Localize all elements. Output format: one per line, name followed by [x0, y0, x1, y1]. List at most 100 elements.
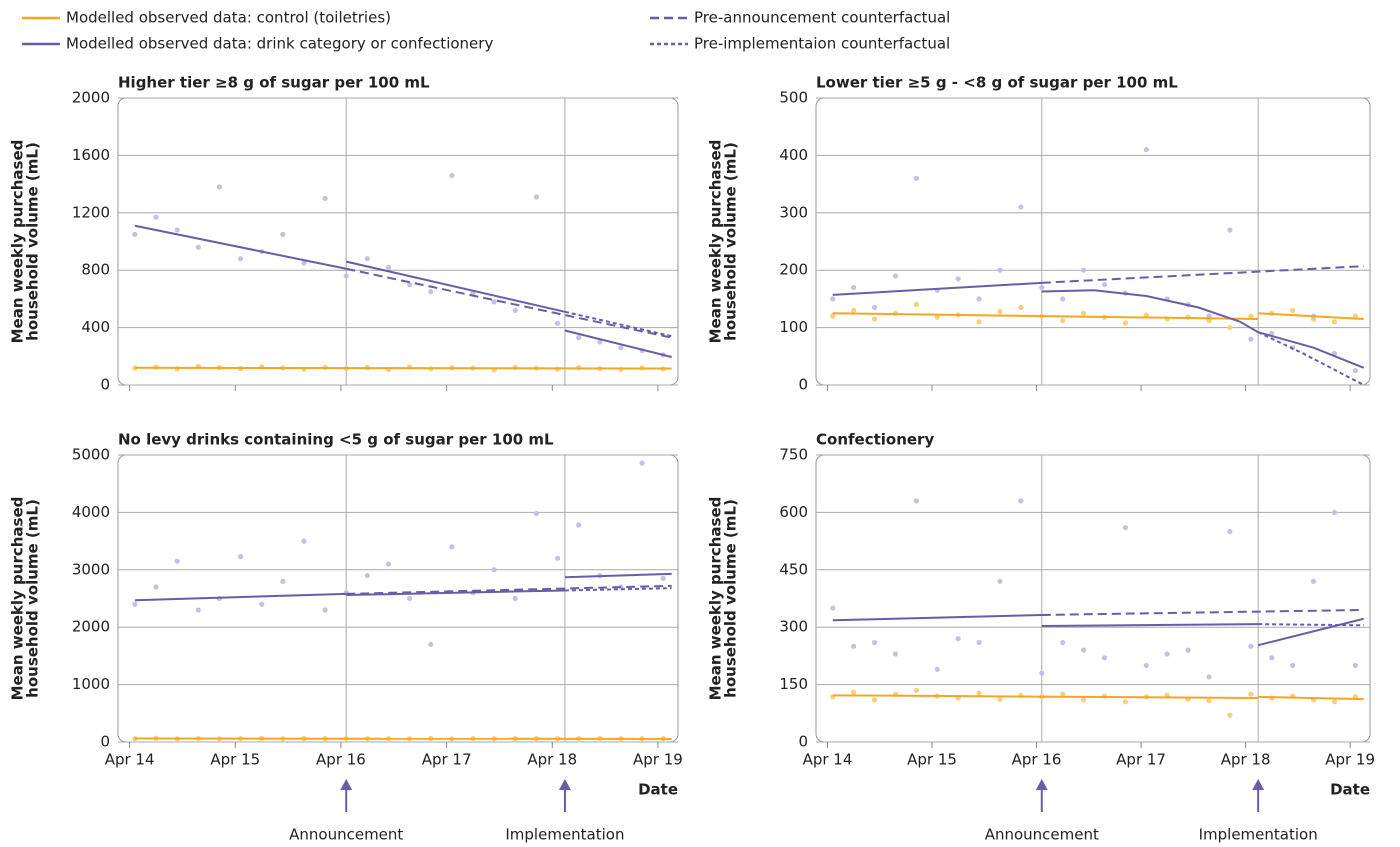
- x-tick-label: Apr 16: [316, 751, 366, 769]
- data-point: [1080, 310, 1087, 316]
- x-tick-label: Apr 19: [1325, 751, 1375, 769]
- data-point: [1018, 204, 1024, 210]
- chart-title: No levy drinks containing <5 g of sugar …: [118, 431, 554, 449]
- data-point: [955, 636, 961, 642]
- y-tick-label: 2000: [72, 89, 110, 107]
- y-tick-label: 100: [779, 318, 808, 336]
- data-point: [1143, 312, 1149, 318]
- y-tick-label: 1000: [72, 675, 110, 693]
- data-point: [301, 260, 307, 266]
- data-point: [280, 578, 286, 584]
- data-point: [1122, 525, 1129, 531]
- model-line: [564, 587, 672, 592]
- data-point: [997, 578, 1003, 584]
- data-point: [871, 316, 878, 322]
- data-point: [1331, 699, 1338, 705]
- data-point: [639, 460, 645, 466]
- y-axis-label: Mean weekly purchased: [707, 497, 725, 701]
- model-line: [832, 281, 1042, 296]
- y-tick-label: 750: [779, 446, 808, 464]
- data-point: [385, 561, 392, 567]
- x-tick-label: Apr 18: [527, 751, 577, 769]
- model-line: [832, 613, 1042, 622]
- data-point: [892, 273, 899, 279]
- data-point: [913, 302, 919, 308]
- data-point: [1206, 318, 1212, 324]
- annotation: Announcement: [985, 826, 1099, 844]
- model-line: [134, 366, 672, 370]
- y-tick-label: 400: [779, 146, 808, 164]
- x-tick-label: Apr 14: [105, 751, 155, 769]
- data-point: [533, 510, 540, 517]
- data-point: [1352, 368, 1358, 374]
- y-axis-label: household volume (mL): [24, 499, 42, 698]
- x-tick-label: Apr 15: [907, 751, 957, 769]
- plot-area: [815, 97, 1371, 386]
- y-tick-label: 1600: [72, 146, 110, 164]
- data-point: [851, 284, 857, 291]
- y-axis-label: Mean weekly purchased: [9, 140, 27, 344]
- y-tick-label: 1200: [72, 203, 110, 221]
- model-line: [832, 312, 1259, 320]
- data-point: [1331, 319, 1338, 325]
- data-point: [237, 553, 244, 560]
- data-point: [153, 584, 159, 590]
- legend-label: Pre-implementaion counterfactual: [694, 35, 950, 53]
- data-point: [195, 244, 201, 250]
- data-point: [976, 690, 982, 696]
- data-point: [1269, 655, 1275, 661]
- data-point: [976, 319, 982, 325]
- data-point: [1248, 336, 1254, 342]
- x-tick-label: Apr 16: [1012, 751, 1062, 769]
- data-point: [1080, 267, 1087, 273]
- data-point: [301, 538, 307, 544]
- model-line: [134, 592, 347, 602]
- data-point: [976, 296, 982, 302]
- y-axis-label: household volume (mL): [722, 142, 740, 341]
- data-point: [132, 231, 138, 237]
- data-point: [830, 296, 836, 302]
- data-point: [1310, 578, 1317, 584]
- data-point: [1352, 313, 1358, 319]
- data-point: [934, 666, 940, 672]
- data-point: [1248, 691, 1254, 697]
- data-point: [1039, 284, 1045, 291]
- data-point: [1164, 651, 1170, 657]
- model-line: [832, 694, 1259, 699]
- y-tick-label: 150: [779, 675, 808, 693]
- x-tick-label: Apr 18: [1221, 751, 1271, 769]
- data-point: [491, 567, 497, 573]
- legend-label: Modelled observed data: drink category o…: [66, 35, 493, 53]
- data-point: [871, 697, 878, 703]
- legend-label: Modelled observed data: control (toiletr…: [66, 9, 391, 27]
- data-point: [216, 184, 223, 190]
- model-line: [346, 589, 565, 597]
- data-point: [512, 595, 518, 602]
- model-line: [1041, 289, 1259, 334]
- data-point: [1018, 304, 1024, 311]
- data-point: [1060, 318, 1066, 324]
- model-line: [564, 329, 672, 358]
- data-point: [554, 320, 561, 326]
- data-point: [1206, 698, 1212, 704]
- plot-area: [815, 454, 1371, 743]
- data-point: [280, 231, 286, 237]
- data-point: [449, 544, 455, 550]
- y-axis-label: Mean weekly purchased: [707, 140, 725, 344]
- y-axis-label: household volume (mL): [24, 142, 42, 341]
- data-point: [1290, 662, 1296, 669]
- data-point: [1122, 320, 1129, 326]
- x-tick-label: Apr 14: [803, 751, 853, 769]
- y-tick-label: 300: [779, 203, 808, 221]
- data-point: [1206, 674, 1212, 680]
- data-point: [407, 595, 413, 602]
- data-point: [830, 605, 836, 611]
- model-line: [346, 260, 566, 313]
- data-point: [660, 575, 666, 582]
- data-point: [997, 696, 1003, 702]
- y-axis-label: household volume (mL): [722, 499, 740, 698]
- model-line: [1041, 608, 1364, 616]
- data-point: [132, 735, 138, 742]
- data-point: [449, 172, 455, 179]
